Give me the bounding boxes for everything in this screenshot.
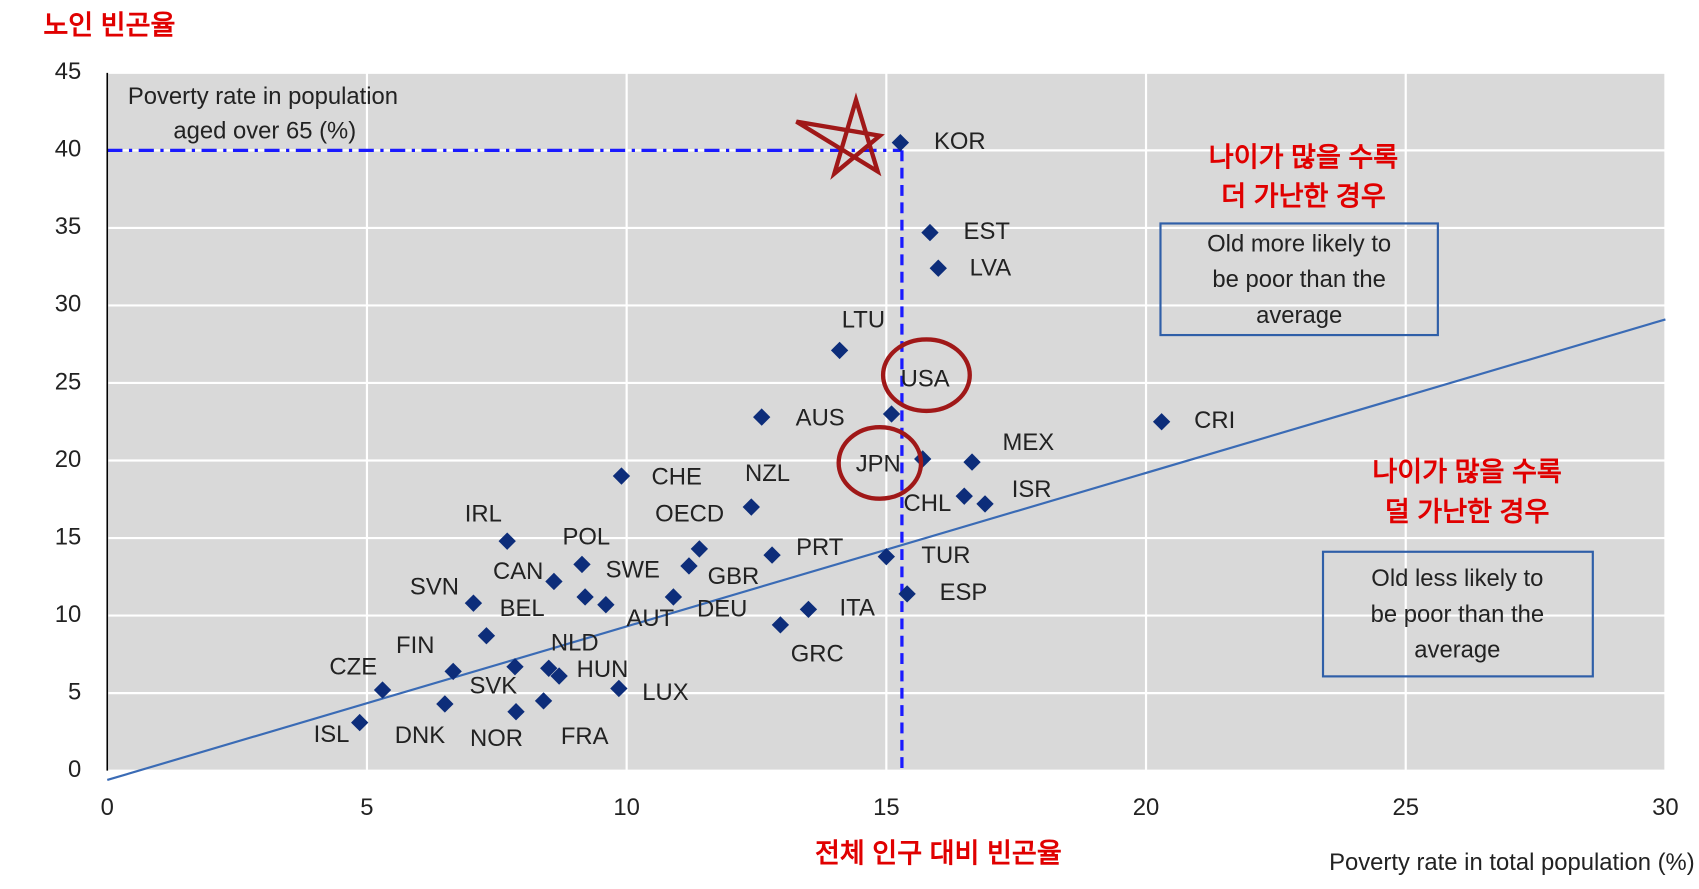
y-tick-label: 35 <box>55 213 82 240</box>
point-label: CHE <box>652 463 702 490</box>
chart-title: 노인 빈곤율 <box>43 9 175 40</box>
data-point <box>597 596 615 614</box>
annotation-text: average <box>1414 637 1500 664</box>
x-tick-label: 25 <box>1392 794 1419 821</box>
annotation-box <box>1159 222 1439 337</box>
data-point <box>576 588 594 606</box>
point-label: OECD <box>655 501 724 528</box>
point-label: GRC <box>791 641 844 668</box>
data-point <box>373 681 392 699</box>
point-label: AUS <box>796 405 845 432</box>
point-label: LUX <box>642 679 688 706</box>
y-axis-label: Poverty rate in population <box>128 83 398 110</box>
point-label: AUT <box>626 605 674 632</box>
data-point <box>506 658 524 676</box>
point-label: TUR <box>921 542 970 569</box>
data-point <box>976 495 994 513</box>
data-point <box>1152 413 1171 431</box>
point-label: ISL <box>314 721 350 748</box>
point-label: CZE <box>329 654 377 681</box>
point-label: FIN <box>396 632 434 659</box>
y-tick-label: 40 <box>55 136 82 163</box>
point-label: NZL <box>745 460 790 487</box>
hand-drawn-circle <box>880 337 972 414</box>
point-label: CAN <box>493 558 543 585</box>
x-tick-label: 30 <box>1652 794 1679 821</box>
point-label: NOR <box>470 725 523 752</box>
y-tick-label: 45 <box>55 58 82 85</box>
data-point <box>771 616 790 634</box>
x-tick-label: 15 <box>873 794 900 821</box>
point-label: FRA <box>561 723 609 750</box>
hand-drawn-circle <box>836 424 924 501</box>
point-label: IRL <box>465 500 502 527</box>
y-tick-label: 15 <box>55 523 82 550</box>
annotation-heading: 덜 가난한 경우 <box>1385 496 1550 527</box>
x-tick-label: 10 <box>613 794 640 821</box>
annotation-text: Old more likely to <box>1207 230 1391 257</box>
data-point <box>444 662 462 681</box>
annotation-text: be poor than the <box>1371 601 1545 628</box>
annotation-heading: 나이가 많을 수록 <box>1372 456 1562 487</box>
annotation-box <box>1321 550 1594 678</box>
y-tick-label: 20 <box>55 446 82 473</box>
hand-drawn-marks <box>795 92 972 501</box>
point-label: EST <box>964 218 1011 245</box>
x-axis-label: Poverty rate in total population (%) <box>1329 849 1695 876</box>
point-label: DNK <box>395 722 445 749</box>
point-label: JPN <box>856 451 901 478</box>
data-point <box>610 679 628 698</box>
data-point <box>955 487 973 505</box>
x-tick-label: 5 <box>360 794 373 821</box>
point-label: GBR <box>708 563 760 590</box>
annotation-text: average <box>1256 302 1342 329</box>
point-label: CRI <box>1194 407 1235 434</box>
point-label: LVA <box>970 255 1012 282</box>
point-label: PRT <box>796 534 844 561</box>
data-point <box>891 133 910 152</box>
data-point <box>929 259 947 277</box>
point-label: MEX <box>1003 429 1055 456</box>
point-label: SWE <box>606 556 660 583</box>
hand-drawn-star <box>795 92 885 180</box>
y-tick-label: 10 <box>55 601 82 628</box>
point-label: SVN <box>410 573 459 600</box>
point-label: ESP <box>940 579 988 606</box>
data-point <box>830 341 849 360</box>
data-point <box>921 223 939 242</box>
annotation-heading: 더 가난한 경우 <box>1221 181 1386 212</box>
annotation-text: be poor than the <box>1212 266 1386 293</box>
point-label: CHL <box>904 490 952 517</box>
y-tick-label: 25 <box>55 368 82 395</box>
data-point <box>742 498 760 516</box>
y-tick-label: 0 <box>68 756 81 783</box>
data-point <box>963 453 981 471</box>
y-tick-label: 30 <box>55 291 82 318</box>
point-label: LTU <box>842 306 885 333</box>
point-label: HUN <box>577 656 629 683</box>
point-label: SVK <box>469 673 517 700</box>
x-tick-label: 0 <box>101 794 114 821</box>
annotation-text: Old less likely to <box>1371 565 1543 592</box>
x-tick-label: 20 <box>1133 794 1160 821</box>
point-label: NLD <box>551 630 599 657</box>
point-label: KOR <box>934 128 986 155</box>
data-point <box>436 695 454 713</box>
annotation-heading: 나이가 많을 수록 <box>1209 142 1399 173</box>
point-label: ISR <box>1012 476 1052 503</box>
point-label: POL <box>562 524 610 551</box>
point-label: DEU <box>697 595 747 622</box>
y-tick-label: 5 <box>68 678 81 705</box>
data-point <box>545 572 563 591</box>
y-axis-label: aged over 65 (%) <box>173 118 356 145</box>
data-point <box>464 594 483 612</box>
point-label: ITA <box>840 595 875 622</box>
plot: KOR EST LVA LTU USA AUS CRI MEX JPN CHE NZL CHL ISR O… <box>106 128 1666 781</box>
x-axis-subtitle: 전체 인구 대비 빈곤율 <box>815 837 1062 868</box>
point-label: BEL <box>500 595 545 622</box>
point-label: USA <box>901 366 950 393</box>
